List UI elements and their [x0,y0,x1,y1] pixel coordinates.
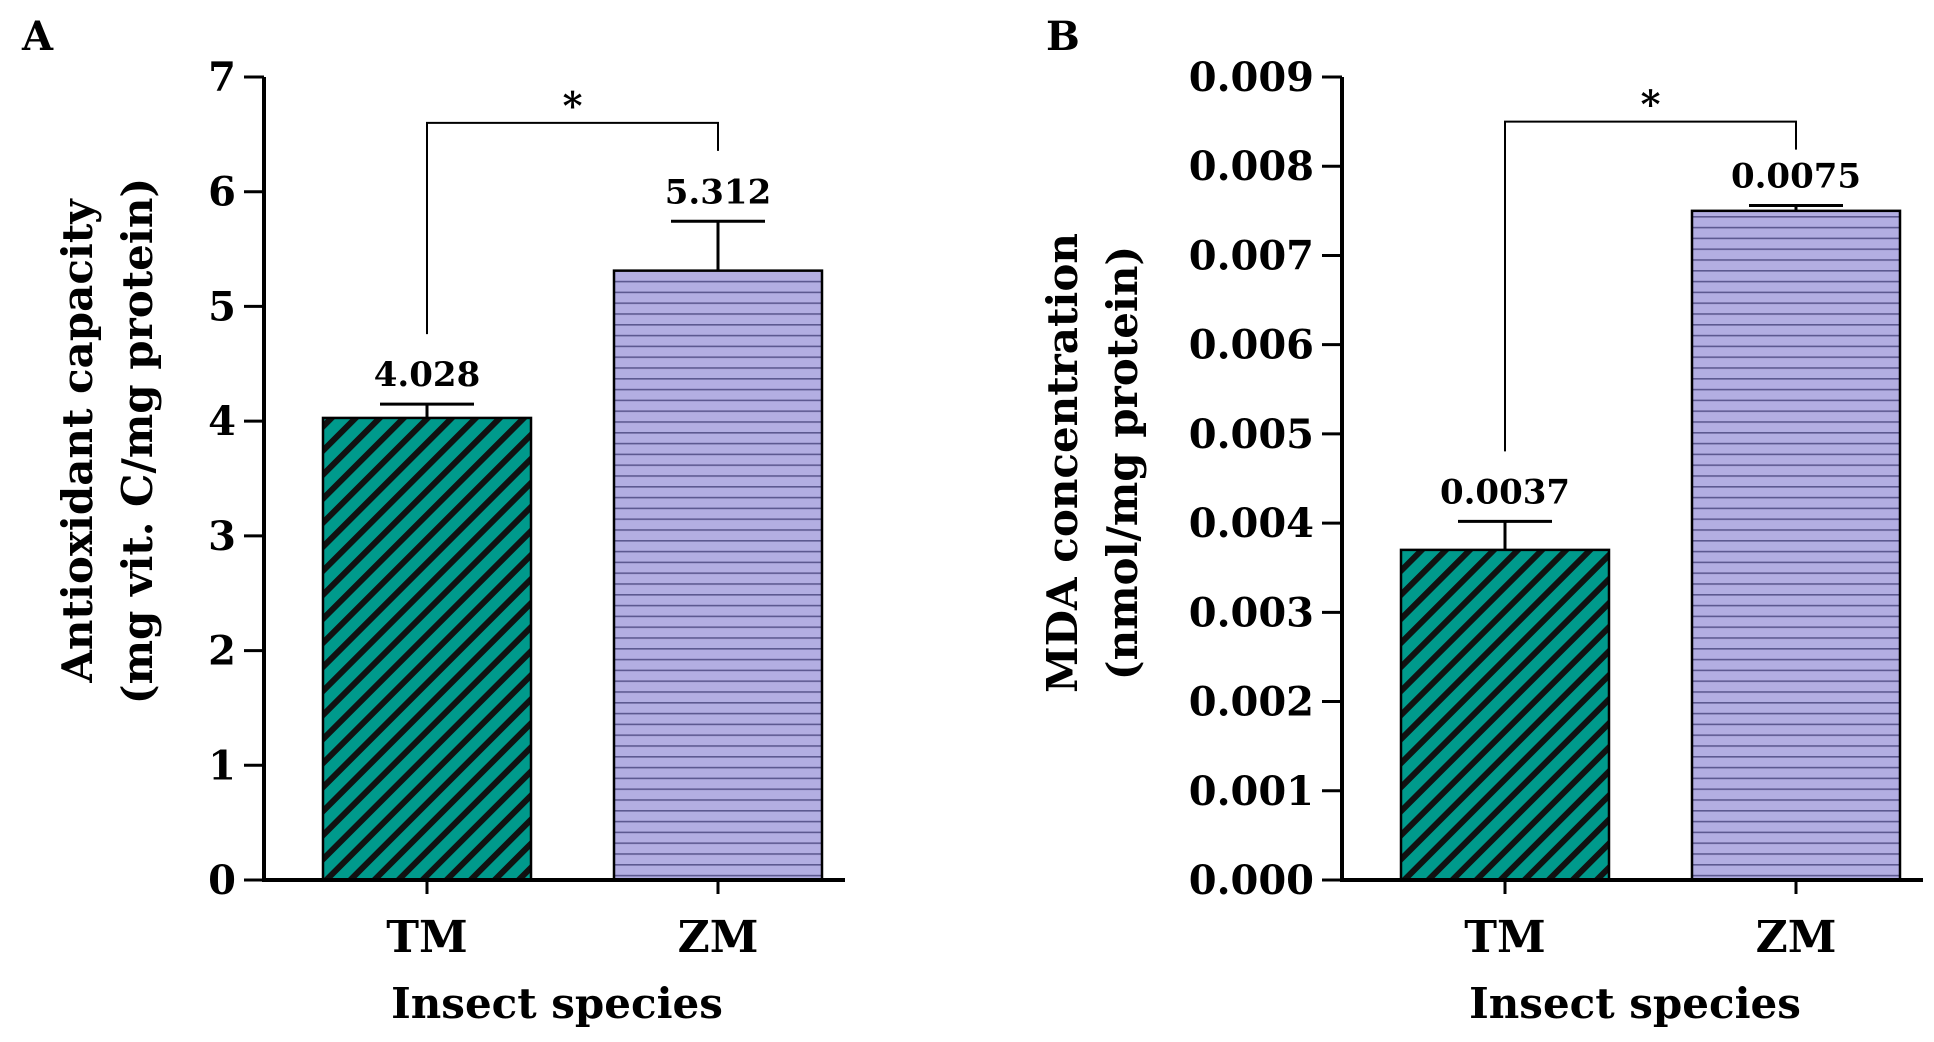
y-tick-label: 0.002 [1189,679,1314,726]
x-tick-label-zm: ZM [1756,912,1837,963]
panel-letter: A [21,13,54,60]
y-tick-label: 0.006 [1189,322,1314,369]
value-label-zm: 0.0075 [1731,156,1861,196]
significance-bracket [426,121,719,335]
x-axis-title: Insect species [1469,979,1801,1028]
y-tick-label: 0.001 [1189,768,1314,815]
y-tick-label: 0.007 [1189,232,1314,279]
y-tick-label: 0.000 [1189,857,1314,904]
y-axis-title: MDA concentration (nmol/mg protein) [1038,233,1147,693]
value-label-tm: 0.0037 [1440,472,1570,512]
y-tick-label: 0.003 [1189,589,1314,636]
y-tick-label: 0.009 [1189,54,1314,101]
y-tick-label: 6 [208,169,236,216]
y-tick-label: 0.004 [1189,500,1314,547]
bar-zm [1690,209,1902,882]
y-tick-label: 5 [208,283,236,330]
bar-tm [1399,548,1611,882]
y-tick-label: 0 [208,857,236,904]
plot-area: 4.028 TM 5.312 ZM * 0 1 2 3 4 5 6 7 [208,54,845,963]
value-label-tm: 4.028 [374,355,480,395]
significance-label: * [563,83,583,128]
y-tick-label: 4 [208,398,236,445]
y-tick-label: 0.008 [1189,143,1314,190]
y-axis-title-line-2: (mg vit. C/mg protein) [113,178,162,705]
y-tick-label: 7 [208,54,236,101]
panel-a: A Antioxidant capacity (mg vit. C/mg pro… [21,13,845,1028]
significance-bracket [1504,120,1797,452]
x-axis-title: Insect species [391,979,723,1028]
x-tick-label-tm: TM [386,912,467,963]
bar-tm [321,416,533,882]
y-tick-label: 1 [208,742,236,789]
panel-letter: B [1046,13,1080,60]
y-tick-label: 2 [208,628,236,675]
significance-label: * [1641,82,1661,127]
y-axis-title-line-1: Antioxidant capacity [53,198,102,684]
y-axis-title: Antioxidant capacity (mg vit. C/mg prote… [53,178,162,705]
y-tick-label: 3 [208,513,236,560]
x-tick-label-tm: TM [1464,912,1545,963]
y-tick-label: 0.005 [1189,411,1314,458]
panel-b: B MDA concentration (nmol/mg protein) In… [1038,13,1923,1028]
plot-area: 0.0037 TM 0.0075 ZM * 0.000 0.001 0.002 0.003 0.0… [1189,54,1923,963]
y-axis-title-line-1: MDA concentration [1038,233,1087,693]
bar-zm [612,269,824,882]
value-label-zm: 5.312 [665,172,771,212]
y-axis-title-line-2: (nmol/mg protein) [1098,246,1147,681]
x-tick-label-zm: ZM [678,912,759,963]
